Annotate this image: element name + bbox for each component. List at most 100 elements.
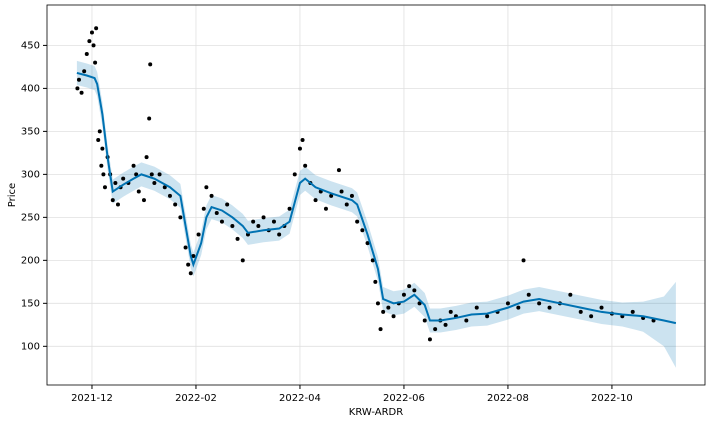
observed-point [287,206,292,211]
observed-point [407,284,412,289]
observed-point [344,202,349,207]
observed-point [349,193,354,198]
y-axis-label: Price [7,183,18,207]
observed-point [485,314,490,319]
observed-point [256,223,261,228]
y-tick-label: 300 [21,169,40,180]
observed-point [230,223,235,228]
observed-point [79,90,84,95]
observed-point [131,163,136,168]
observed-point [235,236,240,241]
observed-point [167,193,172,198]
plot-frame [46,4,706,386]
observed-point [516,305,521,310]
forecast-line [76,71,677,325]
observed-point [110,198,115,203]
observed-point [329,193,334,198]
observed-point [386,305,391,310]
observed-point [144,155,149,160]
observed-point [152,180,157,185]
observed-point [547,305,552,310]
observed-point [300,137,305,142]
observed-point [537,301,542,306]
uncertainty-band [76,60,676,368]
observed-point [87,39,92,44]
observed-point [373,279,378,284]
observed-point [365,241,370,246]
observed-point [91,43,96,48]
observed-point [94,26,99,31]
observed-point [355,219,360,224]
observed-point [433,327,438,332]
observed-point [381,309,386,314]
observed-point [370,258,375,263]
observed-point [448,309,453,314]
observed-point [630,309,635,314]
observed-point [505,301,510,306]
observed-point [303,163,308,168]
observed-point [339,189,344,194]
x-tick-label: 2022-06 [383,393,425,404]
observed-point [149,172,154,177]
observed-point [427,337,432,342]
observed-point [157,172,162,177]
observed-point [196,232,201,237]
observed-point [99,163,104,168]
observed-point [96,137,101,142]
x-tick-label: 2022-04 [279,393,321,404]
observed-point [136,189,141,194]
observed-point [417,301,422,306]
observed-point [578,309,583,314]
observed-point [271,219,276,224]
y-tick-label: 450 [21,40,40,51]
observed-point [76,77,81,82]
observed-point [422,318,427,323]
observed-point [173,202,178,207]
x-tick-label: 2022-02 [175,393,217,404]
observed-point [93,60,98,65]
observed-point [134,172,139,177]
y-tick-label: 100 [21,341,40,352]
observed-point [82,69,87,74]
observed-point [589,314,594,319]
observed-point [225,202,230,207]
observed-point [188,271,193,276]
observed-point [89,30,94,35]
y-tick-label: 400 [21,83,40,94]
observed-point [191,254,196,259]
observed-point [97,129,102,134]
observed-point [214,211,219,216]
observed-point [378,327,383,332]
observed-point [526,292,531,297]
observed-point [464,318,469,323]
y-tick-label: 250 [21,212,40,223]
observed-point [568,292,573,297]
y-tick-label: 350 [21,126,40,137]
observed-point [297,146,302,151]
observed-point [178,215,183,220]
observed-point [292,172,297,177]
observed-point [261,215,266,220]
observed-point [240,258,245,263]
observed-point [375,301,380,306]
observed-point [277,232,282,237]
observed-point [121,176,126,181]
observed-point [75,86,80,91]
observed-point [183,245,188,250]
observed-point [323,206,328,211]
y-tick-label: 150 [21,298,40,309]
observed-point [219,219,224,224]
observed-point [141,198,146,203]
observed-point [401,292,406,297]
observed-point [599,305,604,310]
observed-point [201,206,206,211]
observed-point [101,172,106,177]
observed-point [209,193,214,198]
observed-point [474,305,479,310]
observed-point [313,198,318,203]
observed-point [147,116,152,121]
observed-point [148,62,153,67]
observed-point [204,185,209,190]
